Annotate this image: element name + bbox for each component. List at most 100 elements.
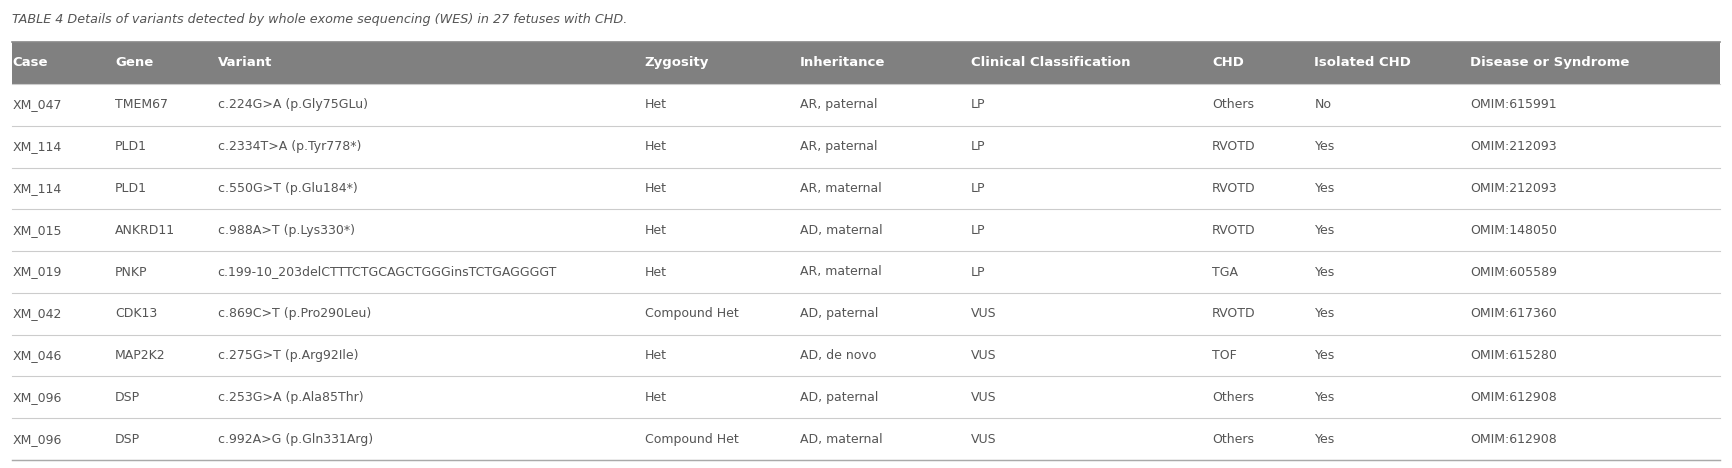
Bar (12, 335, 1720, 376)
Text: LP: LP (972, 98, 986, 111)
Text: No: No (1315, 98, 1332, 111)
Text: OMIM:212093: OMIM:212093 (1470, 182, 1557, 195)
Text: TMEM67: TMEM67 (114, 98, 168, 111)
Text: OMIM:148050: OMIM:148050 (1470, 224, 1557, 237)
Text: OMIM:612908: OMIM:612908 (1470, 432, 1557, 446)
Text: VUS: VUS (972, 307, 996, 320)
Text: Variant: Variant (218, 57, 272, 70)
Text: Het: Het (644, 265, 667, 278)
Text: Het: Het (644, 349, 667, 362)
Text: c.988A>T (p.Lys330*): c.988A>T (p.Lys330*) (218, 224, 355, 237)
Text: Clinical Classification: Clinical Classification (972, 57, 1131, 70)
Text: AD, paternal: AD, paternal (800, 307, 878, 320)
Bar (12, 293, 1720, 335)
Text: PLD1: PLD1 (114, 140, 147, 153)
Text: ANKRD11: ANKRD11 (114, 224, 175, 237)
Text: XM_096: XM_096 (12, 391, 62, 404)
Text: Compound Het: Compound Het (644, 432, 738, 446)
Text: OMIM:617360: OMIM:617360 (1470, 307, 1557, 320)
Text: XM_114: XM_114 (12, 140, 62, 153)
Text: Het: Het (644, 98, 667, 111)
Text: c.199-10_203delCTTTCTGCAGCTGGGinsTCTGAGGGGT: c.199-10_203delCTTTCTGCAGCTGGGinsTCTGAGG… (218, 265, 558, 278)
Text: TGA: TGA (1212, 265, 1238, 278)
Text: Yes: Yes (1315, 140, 1335, 153)
Text: Zygosity: Zygosity (644, 57, 708, 70)
Text: Isolated CHD: Isolated CHD (1315, 57, 1412, 70)
Text: c.869C>T (p.Pro290Leu): c.869C>T (p.Pro290Leu) (218, 307, 371, 320)
Bar (12, 251, 1720, 293)
Text: XM_015: XM_015 (12, 224, 62, 237)
Text: XM_114: XM_114 (12, 182, 62, 195)
Text: OMIM:212093: OMIM:212093 (1470, 140, 1557, 153)
Text: Others: Others (1212, 391, 1254, 404)
Text: LP: LP (972, 224, 986, 237)
Text: PLD1: PLD1 (114, 182, 147, 195)
Text: Het: Het (644, 140, 667, 153)
Text: Yes: Yes (1315, 224, 1335, 237)
Text: TOF: TOF (1212, 349, 1237, 362)
Text: VUS: VUS (972, 391, 996, 404)
Text: AD, paternal: AD, paternal (800, 391, 878, 404)
Text: AD, maternal: AD, maternal (800, 432, 883, 446)
Text: c.2334T>A (p.Tyr778*): c.2334T>A (p.Tyr778*) (218, 140, 360, 153)
Text: AD, maternal: AD, maternal (800, 224, 883, 237)
Text: Inheritance: Inheritance (800, 57, 885, 70)
Text: VUS: VUS (972, 432, 996, 446)
Text: AD, de novo: AD, de novo (800, 349, 876, 362)
Bar (12, 376, 1720, 418)
Bar (12, 168, 1720, 209)
Text: OMIM:612908: OMIM:612908 (1470, 391, 1557, 404)
Text: Yes: Yes (1315, 432, 1335, 446)
Text: c.224G>A (p.Gly75GLu): c.224G>A (p.Gly75GLu) (218, 98, 367, 111)
Text: c.550G>T (p.Glu184*): c.550G>T (p.Glu184*) (218, 182, 357, 195)
Bar (12, 42, 1720, 84)
Text: Compound Het: Compound Het (644, 307, 738, 320)
Text: VUS: VUS (972, 349, 996, 362)
Text: XM_019: XM_019 (12, 265, 62, 278)
Text: AR, paternal: AR, paternal (800, 140, 878, 153)
Text: Yes: Yes (1315, 391, 1335, 404)
Text: DSP: DSP (114, 391, 140, 404)
Text: DSP: DSP (114, 432, 140, 446)
Text: LP: LP (972, 140, 986, 153)
Text: Yes: Yes (1315, 265, 1335, 278)
Text: RVOTD: RVOTD (1212, 307, 1256, 320)
Text: OMIM:615280: OMIM:615280 (1470, 349, 1557, 362)
Text: XM_046: XM_046 (12, 349, 62, 362)
Text: Disease or Syndrome: Disease or Syndrome (1470, 57, 1630, 70)
Text: PNKP: PNKP (114, 265, 147, 278)
Text: OMIM:605589: OMIM:605589 (1470, 265, 1557, 278)
Text: LP: LP (972, 265, 986, 278)
Text: Het: Het (644, 224, 667, 237)
Text: Others: Others (1212, 98, 1254, 111)
Text: RVOTD: RVOTD (1212, 140, 1256, 153)
Text: CDK13: CDK13 (114, 307, 158, 320)
Text: Yes: Yes (1315, 349, 1335, 362)
Bar (12, 418, 1720, 460)
Bar (12, 84, 1720, 126)
Text: XM_096: XM_096 (12, 432, 62, 446)
Text: RVOTD: RVOTD (1212, 182, 1256, 195)
Text: LP: LP (972, 182, 986, 195)
Text: XM_042: XM_042 (12, 307, 62, 320)
Text: c.992A>G (p.Gln331Arg): c.992A>G (p.Gln331Arg) (218, 432, 372, 446)
Text: c.275G>T (p.Arg92Ile): c.275G>T (p.Arg92Ile) (218, 349, 359, 362)
Text: OMIM:615991: OMIM:615991 (1470, 98, 1557, 111)
Text: AR, paternal: AR, paternal (800, 98, 878, 111)
Text: Yes: Yes (1315, 182, 1335, 195)
Text: Case: Case (12, 57, 48, 70)
Text: Yes: Yes (1315, 307, 1335, 320)
Text: AR, maternal: AR, maternal (800, 265, 882, 278)
Text: TABLE 4 Details of variants detected by whole exome sequencing (WES) in 27 fetus: TABLE 4 Details of variants detected by … (12, 13, 627, 26)
Text: XM_047: XM_047 (12, 98, 62, 111)
Text: Others: Others (1212, 432, 1254, 446)
Text: AR, maternal: AR, maternal (800, 182, 882, 195)
Text: Het: Het (644, 391, 667, 404)
Text: MAP2K2: MAP2K2 (114, 349, 166, 362)
Bar (12, 209, 1720, 251)
Text: Gene: Gene (114, 57, 154, 70)
Text: CHD: CHD (1212, 57, 1244, 70)
Bar (12, 126, 1720, 168)
Text: Het: Het (644, 182, 667, 195)
Text: RVOTD: RVOTD (1212, 224, 1256, 237)
